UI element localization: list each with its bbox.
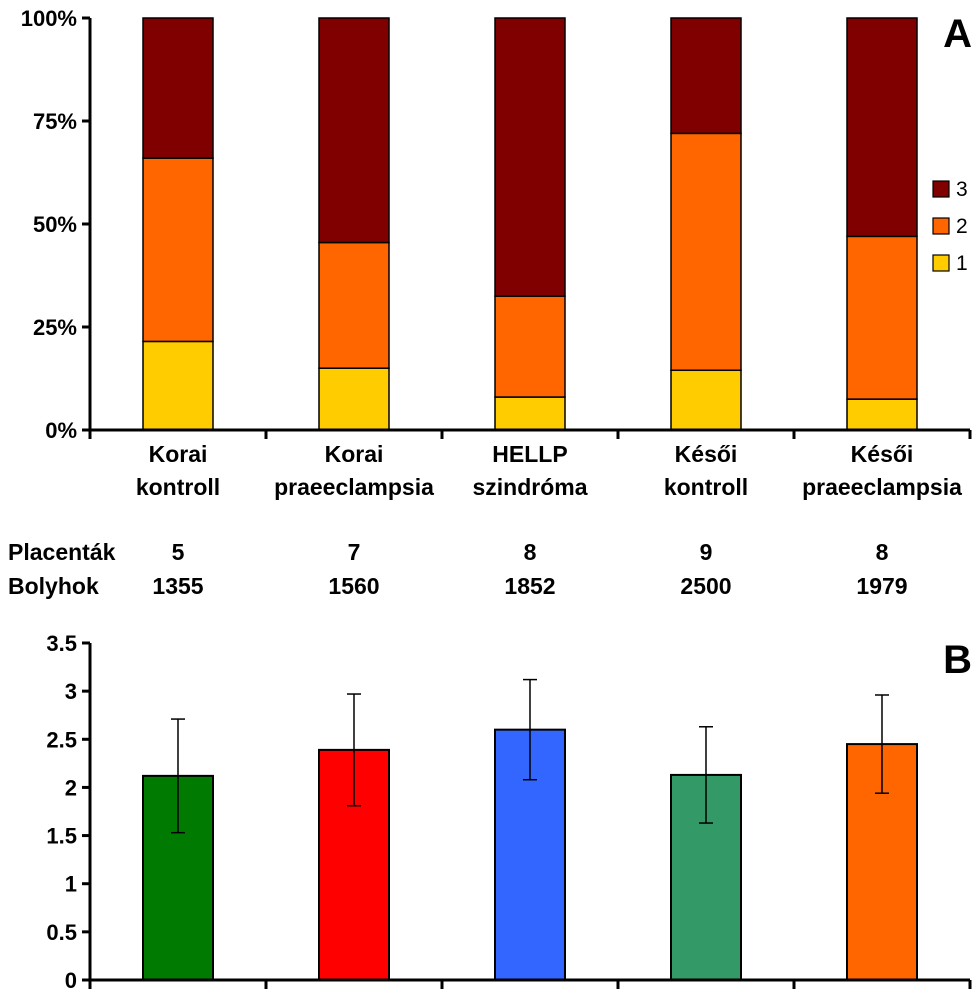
a-category-label: kontroll	[664, 474, 748, 500]
a-category-label: praeeclampsia	[274, 474, 434, 500]
b-y-tick-label: 1.5	[46, 824, 77, 849]
a-category-label: praeeclampsia	[802, 474, 962, 500]
a-bar-1-seg-1	[142, 340, 214, 431]
a-category-label: Késői	[675, 441, 738, 467]
b-y-tick-label: 2	[65, 775, 77, 800]
a-bar-1-seg-3	[142, 17, 214, 159]
a-y-tick-label: 100%	[21, 6, 77, 31]
legend-swatch-2	[932, 217, 950, 235]
a-category-label: HELLP	[492, 441, 567, 467]
a-bar-2-seg-2	[318, 241, 390, 369]
a-category-label: Késői	[851, 441, 914, 467]
b-y-tick-label: 3.5	[46, 631, 77, 656]
a-bar-4-seg-2	[670, 132, 742, 372]
b-bar-1	[142, 774, 214, 981]
a-bar-2-seg-1	[318, 367, 390, 431]
count-value: 8	[876, 539, 889, 565]
a-bar-5-seg-1	[846, 398, 918, 431]
a-bar-3-seg-1	[494, 396, 566, 431]
b-y-tick-label: 0.5	[46, 920, 77, 945]
b-y-tick-label: 3	[65, 679, 77, 704]
a-y-tick-label: 25%	[33, 315, 77, 340]
a-bar-3-seg-2	[494, 295, 566, 398]
panel-label-a: A	[943, 12, 972, 56]
b-y-tick-label: 1	[65, 872, 77, 897]
count-value: 1355	[152, 573, 203, 599]
a-bar-5-seg-3	[846, 17, 918, 238]
count-value: 1560	[328, 573, 379, 599]
count-value: 1852	[504, 573, 555, 599]
count-value: 1979	[856, 573, 907, 599]
legend-label-3: 3	[956, 178, 968, 201]
legend-label-2: 2	[956, 215, 968, 238]
count-value: 8	[524, 539, 537, 565]
a-category-label: Korai	[325, 441, 384, 467]
a-category-label: szindróma	[472, 474, 587, 500]
panel-label-b: B	[943, 638, 972, 682]
a-y-tick-label: 0%	[45, 418, 77, 443]
count-value: 2500	[680, 573, 731, 599]
a-y-tick-label: 50%	[33, 212, 77, 237]
a-bar-1-seg-2	[142, 157, 214, 343]
count-value: 5	[172, 539, 185, 565]
a-bar-5-seg-2	[846, 235, 918, 400]
a-bar-4-seg-3	[670, 17, 742, 135]
a-category-label: kontroll	[136, 474, 220, 500]
legend-swatch-1	[932, 254, 950, 272]
a-category-label: Korai	[149, 441, 208, 467]
count-value: 9	[700, 539, 713, 565]
a-y-tick-label: 75%	[33, 109, 77, 134]
b-y-tick-label: 2.5	[46, 727, 77, 752]
count-row-label: Bolyhok	[8, 573, 99, 599]
count-row-label: Placenták	[8, 539, 116, 565]
a-bar-3-seg-3	[494, 17, 566, 297]
b-y-tick-label: 0	[65, 968, 77, 993]
count-value: 7	[348, 539, 361, 565]
a-bar-2-seg-3	[318, 17, 390, 244]
legend-swatch-3	[932, 180, 950, 198]
a-bar-4-seg-1	[670, 369, 742, 431]
legend-label-1: 1	[956, 252, 968, 275]
